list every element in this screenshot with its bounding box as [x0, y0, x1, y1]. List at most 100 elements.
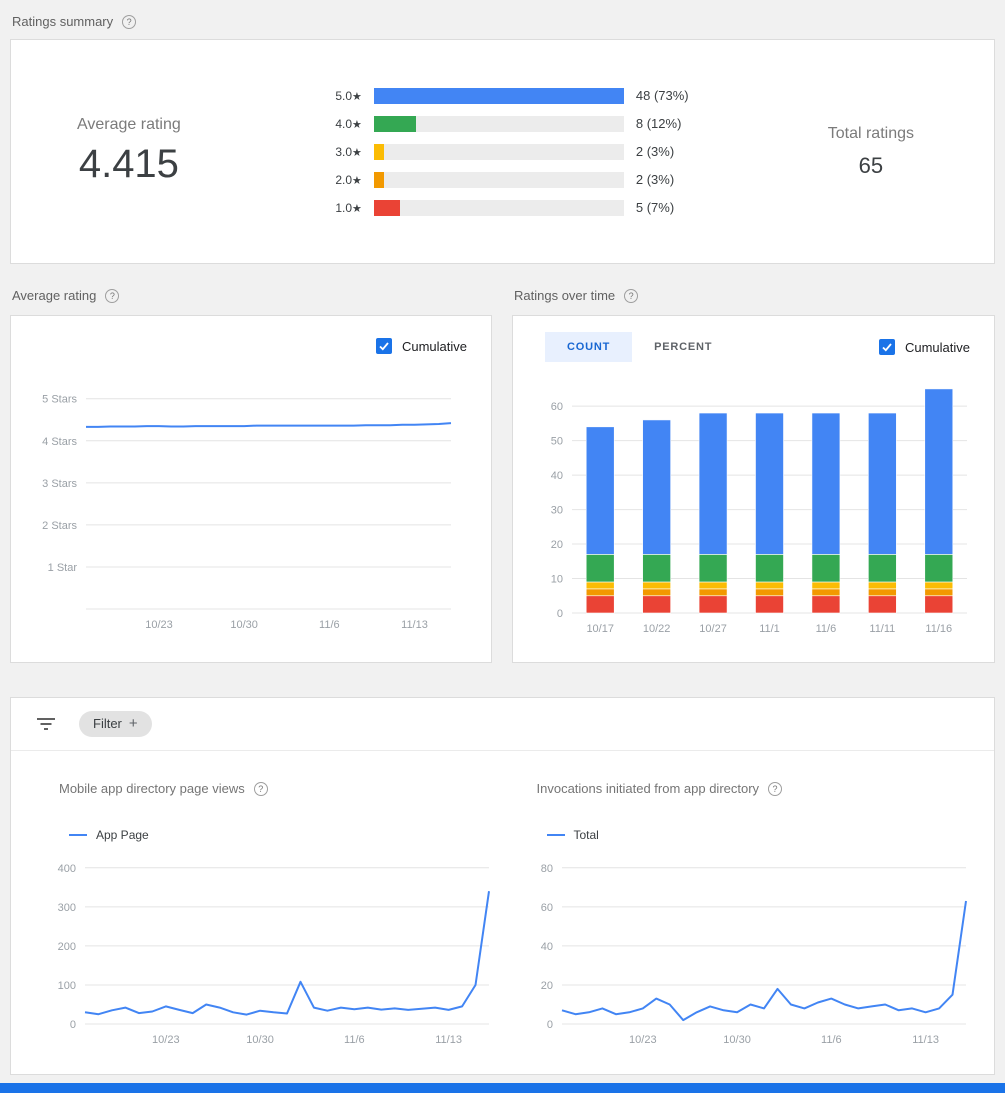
average-rating-section-title: Average rating — [12, 288, 97, 303]
svg-text:100: 100 — [57, 980, 75, 992]
invocations-title: Invocations initiated from app directory — [536, 781, 760, 796]
page-views-title-row: Mobile app directory page views ? — [59, 781, 509, 796]
filter-chip[interactable]: Filter + — [79, 711, 152, 737]
svg-text:11/6: 11/6 — [344, 1034, 365, 1046]
svg-text:11/1: 11/1 — [759, 623, 780, 635]
star-icon: ★ — [352, 202, 362, 215]
filter-list-icon — [37, 718, 55, 730]
star-icon: ★ — [352, 146, 362, 159]
checkbox-checked-icon — [878, 339, 895, 355]
filter-chip-label: Filter — [93, 716, 122, 731]
rating-bar-row: 2.0★ 2 (3%) — [320, 171, 689, 188]
help-icon[interactable]: ? — [253, 781, 268, 796]
svg-text:10/30: 10/30 — [724, 1034, 752, 1046]
svg-text:20: 20 — [541, 980, 553, 992]
average-rating-block: Average rating 4.415 — [77, 116, 181, 187]
page-views-legend: App Page — [69, 828, 509, 842]
ratings-summary-card: Average rating 4.415 5.0★ 48 (73%) 4.0★ 8 (… — [10, 39, 995, 264]
svg-text:300: 300 — [57, 902, 75, 914]
legend-line-icon — [546, 834, 565, 836]
svg-text:10/17: 10/17 — [586, 623, 614, 635]
count-percent-tabs: COUNT PERCENT — [545, 332, 734, 362]
average-rating-section-header: Average rating ? — [10, 264, 492, 315]
cumulative-checkbox[interactable]: Cumulative — [375, 338, 467, 354]
svg-text:11/13: 11/13 — [912, 1034, 939, 1046]
rating-bar-fill — [373, 115, 416, 132]
filter-bar: Filter + — [11, 698, 994, 751]
svg-text:400: 400 — [57, 863, 75, 875]
bottom-accent-bar — [0, 1083, 1005, 1093]
ratings-summary-title: Ratings summary — [12, 14, 114, 29]
help-icon[interactable]: ? — [122, 14, 137, 29]
help-icon[interactable]: ? — [624, 288, 639, 303]
svg-text:30: 30 — [550, 505, 562, 517]
chart-section-headers: Average rating ? Ratings over time ? — [10, 264, 995, 315]
average-rating-card: Cumulative 5 Stars 4 Stars 3 Stars 2 Stars 1… — [10, 315, 492, 663]
rating-distribution-bars: 5.0★ 48 (73%) 4.0★ 8 (12%) 3.0★ 2 (3%) 2.0★ 2 (… — [320, 82, 689, 222]
rating-bar-fill — [373, 87, 624, 104]
tab-percent[interactable]: PERCENT — [654, 341, 713, 353]
svg-text:10/23: 10/23 — [629, 1034, 657, 1046]
rating-bar-row: 5.0★ 48 (73%) — [320, 87, 689, 104]
invocations-chart: 0 20 40 60 80 10/23 10/30 11/6 11/13 — [541, 863, 968, 1046]
rating-bar-row: 4.0★ 8 (12%) — [320, 115, 689, 132]
rating-bar-track — [373, 199, 624, 216]
rating-bar-row: 3.0★ 2 (3%) — [320, 143, 689, 160]
svg-text:1 Star: 1 Star — [48, 562, 78, 574]
star-icon: ★ — [352, 174, 362, 187]
average-rating-label: Average rating — [77, 116, 181, 133]
help-icon[interactable]: ? — [768, 781, 783, 796]
svg-text:40: 40 — [541, 941, 553, 953]
bottom-charts-row: Mobile app directory page views ? App Pa… — [11, 751, 994, 1070]
ratings-over-time-toolbar: COUNT PERCENT Cumulative — [513, 316, 994, 362]
cumulative-checkbox[interactable]: Cumulative — [878, 339, 970, 355]
svg-text:20: 20 — [550, 539, 562, 551]
total-ratings-block: Total ratings 65 — [828, 125, 914, 179]
invocations-section: Invocations initiated from app directory… — [509, 775, 987, 1062]
rating-star-label: 3.0★ — [335, 144, 362, 159]
rating-bar-fill — [373, 199, 400, 216]
rating-bar-fill — [373, 143, 385, 160]
rating-bar-track — [373, 143, 624, 160]
svg-text:3 Stars: 3 Stars — [42, 478, 77, 490]
svg-text:60: 60 — [550, 401, 562, 413]
add-filter-icon: + — [128, 715, 138, 732]
svg-text:50: 50 — [550, 436, 562, 448]
svg-text:80: 80 — [541, 863, 553, 875]
rating-bar-track — [373, 171, 624, 188]
svg-text:11/6: 11/6 — [815, 623, 836, 635]
svg-text:11/13: 11/13 — [435, 1034, 462, 1046]
tab-count[interactable]: COUNT — [545, 332, 633, 362]
invocations-title-row: Invocations initiated from app directory… — [537, 781, 987, 796]
svg-text:10/23: 10/23 — [152, 1034, 180, 1046]
svg-text:200: 200 — [57, 941, 75, 953]
average-rating-chart: 5 Stars 4 Stars 3 Stars 2 Stars 1 Star 10/23 1… — [42, 394, 452, 631]
svg-text:11/11: 11/11 — [869, 623, 895, 635]
svg-text:10: 10 — [550, 574, 562, 586]
cumulative-checkbox-label: Cumulative — [904, 339, 970, 355]
svg-text:11/6: 11/6 — [821, 1034, 842, 1046]
svg-text:0: 0 — [556, 608, 562, 620]
help-icon[interactable]: ? — [105, 288, 120, 303]
average-rating-card-toolbar: Cumulative — [11, 316, 491, 354]
page-views-legend-label: App Page — [96, 828, 149, 842]
star-icon: ★ — [352, 90, 362, 103]
svg-text:10/30: 10/30 — [230, 619, 258, 631]
page-views-chart: 0 100 200 300 400 10/23 10/30 11/6 11/13 — [57, 863, 490, 1046]
svg-text:11/16: 11/16 — [925, 623, 952, 635]
svg-text:60: 60 — [541, 902, 553, 914]
rating-count-label: 48 (73%) — [635, 88, 689, 103]
rating-count-label: 8 (12%) — [635, 116, 682, 131]
rating-bar-fill — [373, 171, 385, 188]
rating-star-label: 4.0★ — [335, 116, 362, 131]
directory-metrics-card: Filter + Mobile app directory page views… — [10, 697, 995, 1075]
svg-text:10/22: 10/22 — [642, 623, 670, 635]
rating-count-label: 2 (3%) — [635, 144, 675, 159]
rating-bar-row: 1.0★ 5 (7%) — [320, 199, 689, 216]
star-icon: ★ — [352, 118, 362, 131]
middle-charts-row: Cumulative 5 Stars 4 Stars 3 Stars 2 Stars 1… — [10, 315, 995, 663]
ratings-over-time-section-header: Ratings over time ? — [512, 264, 640, 315]
invocations-legend-label: Total — [573, 828, 599, 842]
rating-count-label: 2 (3%) — [635, 172, 675, 187]
